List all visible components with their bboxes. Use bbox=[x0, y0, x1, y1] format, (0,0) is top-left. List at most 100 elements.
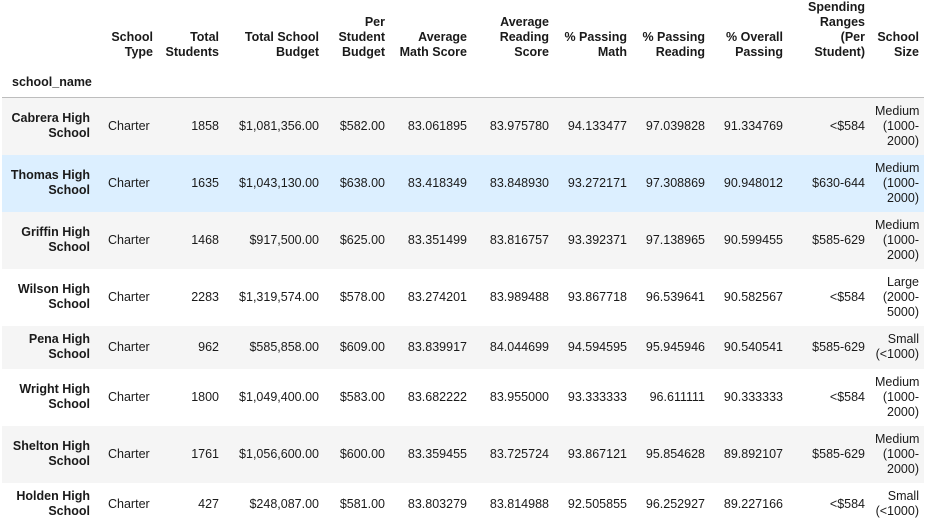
cell-total-budget: $1,319,574.00 bbox=[239, 289, 319, 304]
cell-total-budget: $585,858.00 bbox=[249, 339, 319, 354]
cell-school-size: Medium (1000-2000) bbox=[875, 217, 920, 262]
cell-school-type: Charter bbox=[108, 118, 150, 133]
cell-pass-reading: 96.611111 bbox=[649, 389, 705, 404]
cell-total-students: 1761 bbox=[191, 446, 219, 461]
cell-pass-math: 93.333333 bbox=[567, 389, 627, 404]
cell-pass-reading: 97.308869 bbox=[645, 175, 705, 190]
cell-overall-passing: 90.540541 bbox=[723, 339, 783, 354]
cell-pass-reading: 97.138965 bbox=[645, 232, 705, 247]
cell-total-students: 427 bbox=[198, 496, 219, 511]
cell-school-size: Small (<1000) bbox=[875, 489, 919, 518]
cell-spending-range: <$584 bbox=[829, 496, 865, 511]
cell-avg-reading: 83.975780 bbox=[489, 118, 549, 133]
cell-spending-range: $585-629 bbox=[812, 339, 865, 354]
cell-pass-math: 93.867718 bbox=[567, 289, 627, 304]
cell-per-student-budget: $583.00 bbox=[339, 389, 385, 404]
cell-avg-reading: 83.814988 bbox=[489, 496, 549, 511]
cell-total-students: 1635 bbox=[191, 175, 219, 190]
column-header: Average Math Score bbox=[399, 30, 467, 59]
cell-pass-reading: 96.252927 bbox=[645, 496, 705, 511]
row-index-school-name: Holden High School bbox=[16, 489, 90, 518]
cell-total-students: 2283 bbox=[191, 289, 219, 304]
cell-avg-math: 83.274201 bbox=[407, 289, 467, 304]
cell-avg-math: 83.351499 bbox=[407, 232, 467, 247]
column-header: School Size bbox=[877, 30, 919, 59]
row-index-school-name: Griffin High School bbox=[21, 225, 90, 254]
column-header: School Type bbox=[111, 30, 153, 59]
column-header: % Passing Reading bbox=[642, 30, 705, 59]
cell-spending-range: $585-629 bbox=[812, 446, 865, 461]
cell-per-student-budget: $609.00 bbox=[339, 339, 385, 354]
cell-spending-range: $585-629 bbox=[812, 232, 865, 247]
cell-avg-math: 83.359455 bbox=[407, 446, 467, 461]
cell-avg-reading: 83.989488 bbox=[489, 289, 549, 304]
cell-avg-math: 83.839917 bbox=[407, 339, 467, 354]
row-index-school-name: Cabrera High School bbox=[11, 111, 91, 141]
cell-total-budget: $1,049,400.00 bbox=[239, 389, 319, 404]
cell-per-student-budget: $582.00 bbox=[339, 118, 385, 133]
cell-school-size: Medium (1000-2000) bbox=[875, 374, 920, 419]
table-row: Thomas High School Charter 1635 $1,043,1… bbox=[2, 154, 924, 212]
cell-school-size: Large (2000-5000) bbox=[882, 274, 919, 319]
cell-school-type: Charter bbox=[108, 389, 150, 404]
row-index-school-name: Wilson High School bbox=[17, 282, 90, 311]
cell-avg-reading: 83.725724 bbox=[489, 446, 549, 461]
table-row: Griffin High School Charter 1468 $917,50… bbox=[2, 211, 924, 269]
cell-avg-reading: 83.848930 bbox=[489, 175, 549, 190]
index-header-row: school_name bbox=[2, 66, 924, 98]
table-row: Cabrera High School Charter 1858 $1,081,… bbox=[2, 97, 924, 155]
cell-per-student-budget: $581.00 bbox=[339, 496, 385, 511]
cell-pass-reading: 95.945946 bbox=[645, 339, 705, 354]
cell-total-budget: $1,043,130.00 bbox=[239, 175, 319, 190]
cell-pass-math: 94.133477 bbox=[567, 118, 627, 133]
cell-total-budget: $1,081,356.00 bbox=[239, 118, 319, 133]
cell-pass-math: 93.272171 bbox=[567, 175, 627, 190]
cell-school-type: Charter bbox=[108, 496, 150, 511]
cell-avg-reading: 83.816757 bbox=[489, 232, 549, 247]
table-row: Wright High School Charter 1800 $1,049,4… bbox=[2, 369, 924, 426]
cell-per-student-budget: $600.00 bbox=[339, 446, 385, 461]
cell-per-student-budget: $578.00 bbox=[339, 289, 385, 304]
cell-school-size: Medium (1000-2000) bbox=[875, 160, 920, 205]
cell-pass-math: 92.505855 bbox=[567, 496, 627, 511]
cell-overall-passing: 89.227166 bbox=[723, 496, 783, 511]
column-header: Average Reading Score bbox=[499, 15, 549, 59]
cell-avg-reading: 84.044699 bbox=[489, 339, 549, 354]
cell-overall-passing: 90.333333 bbox=[723, 389, 783, 404]
cell-pass-reading: 97.039828 bbox=[645, 118, 705, 133]
table-row: Pena High School Charter 962 $585,858.00… bbox=[2, 325, 924, 369]
cell-total-students: 1858 bbox=[191, 118, 219, 133]
cell-overall-passing: 90.599455 bbox=[723, 232, 783, 247]
index-name-header: school_name bbox=[2, 66, 98, 98]
cell-pass-math: 94.594595 bbox=[567, 339, 627, 354]
cell-pass-reading: 95.854628 bbox=[645, 446, 705, 461]
cell-avg-math: 83.418349 bbox=[407, 175, 467, 190]
cell-avg-reading: 83.955000 bbox=[489, 389, 549, 404]
cell-avg-math: 83.061895 bbox=[407, 118, 467, 133]
cell-avg-math: 83.682222 bbox=[407, 389, 467, 404]
cell-spending-range: <$584 bbox=[829, 118, 865, 133]
column-header: Total School Budget bbox=[244, 30, 319, 59]
row-index-school-name: Wright High School bbox=[19, 382, 90, 411]
cell-avg-math: 83.803279 bbox=[407, 496, 467, 511]
cell-school-type: Charter bbox=[108, 446, 150, 461]
column-header: Total Students bbox=[165, 30, 219, 59]
cell-total-students: 1800 bbox=[191, 389, 219, 404]
cell-spending-range: $630-644 bbox=[812, 175, 865, 190]
cell-per-student-budget: $625.00 bbox=[339, 232, 385, 247]
cell-overall-passing: 90.948012 bbox=[723, 175, 783, 190]
cell-pass-math: 93.867121 bbox=[567, 446, 627, 461]
cell-total-budget: $248,087.00 bbox=[249, 496, 319, 511]
row-index-school-name: Pena High School bbox=[28, 332, 90, 361]
row-index-school-name: Thomas High School bbox=[10, 168, 90, 197]
cell-total-students: 962 bbox=[198, 339, 219, 354]
table-row: Shelton High School Charter 1761 $1,056,… bbox=[2, 425, 924, 483]
column-header: % Passing Math bbox=[564, 30, 627, 59]
cell-school-type: Charter bbox=[108, 232, 150, 247]
cell-total-budget: $1,056,600.00 bbox=[239, 446, 319, 461]
index-header-blank bbox=[2, 0, 98, 66]
column-header: Per Student Budget bbox=[338, 15, 385, 59]
cell-per-student-budget: $638.00 bbox=[339, 175, 385, 190]
cell-school-type: Charter bbox=[108, 339, 150, 354]
